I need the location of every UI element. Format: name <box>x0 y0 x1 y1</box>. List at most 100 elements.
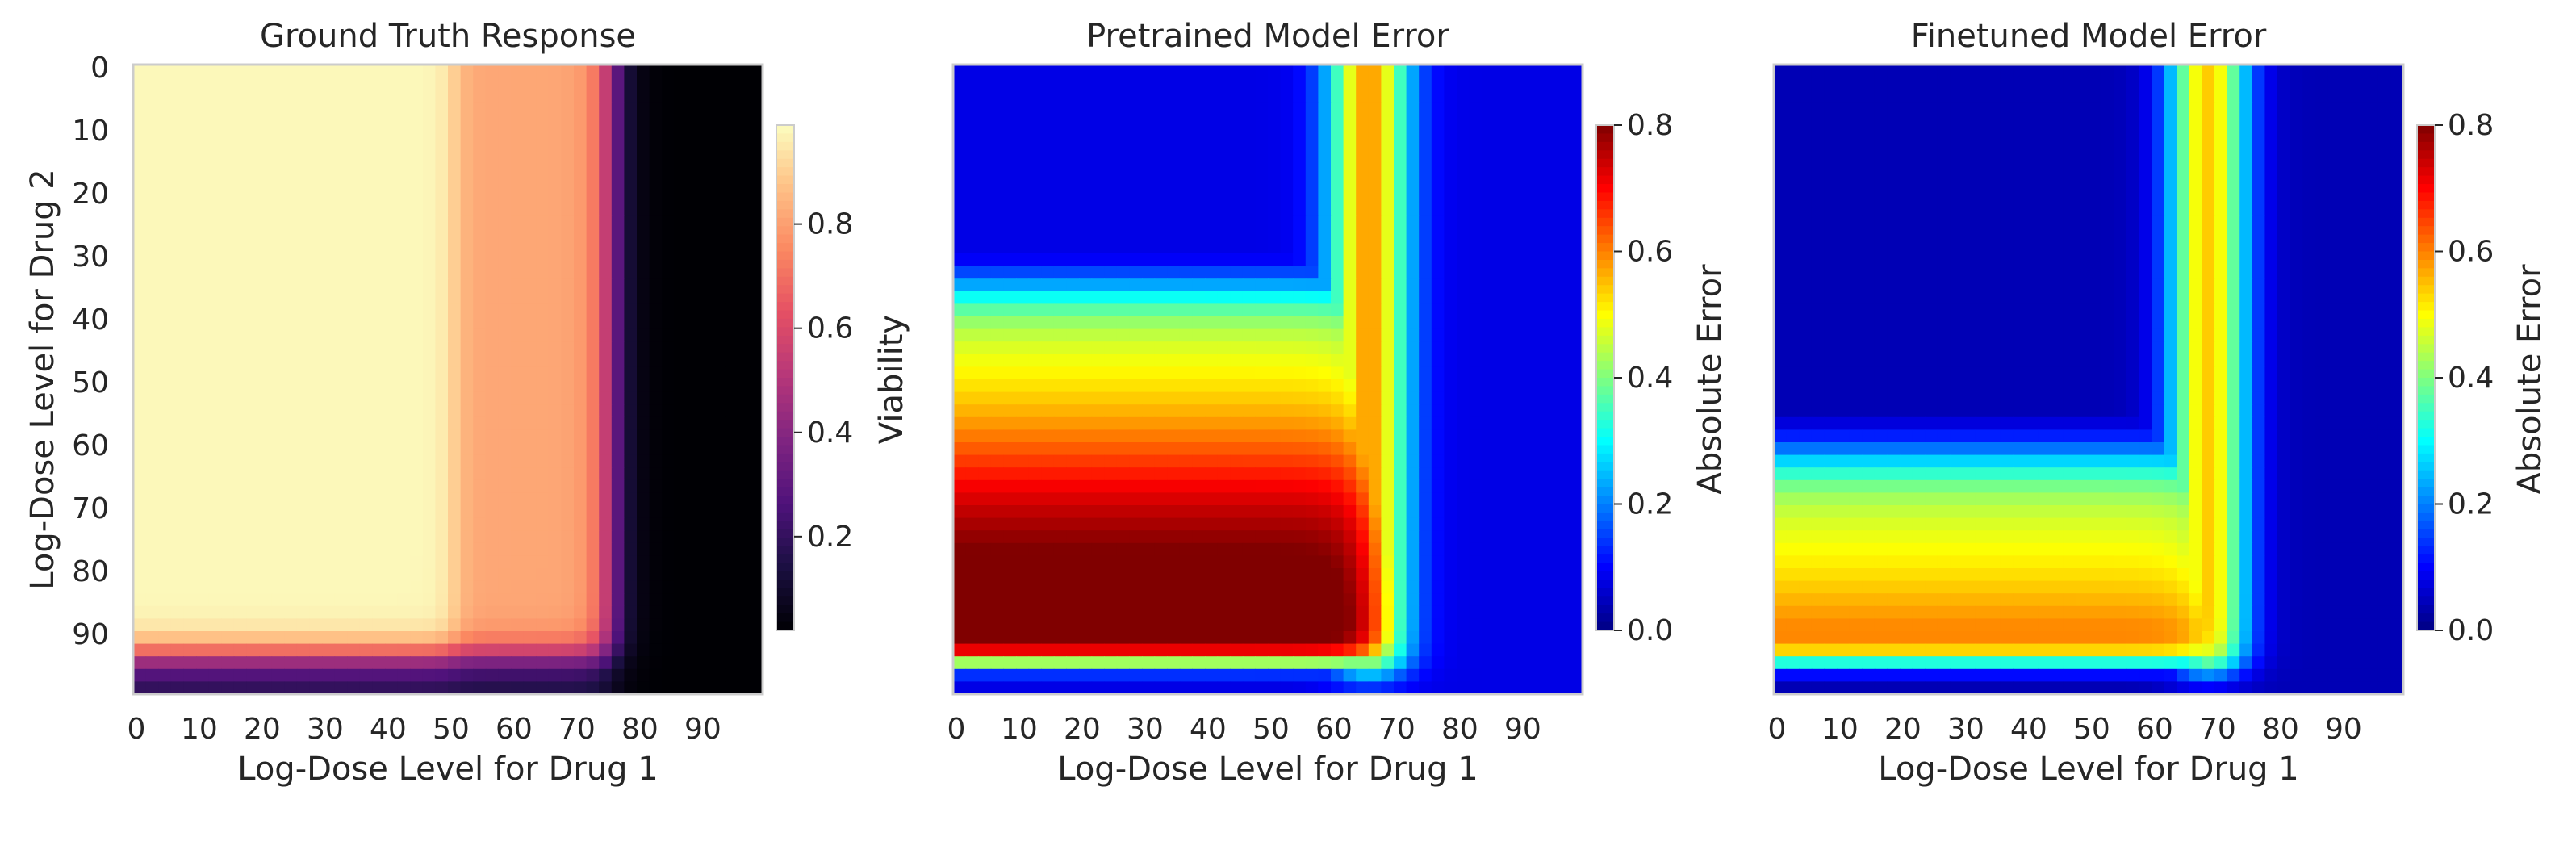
heatmap-cell <box>1469 631 1482 645</box>
heatmap-cell <box>410 291 424 304</box>
heatmap-cell <box>1331 65 1344 78</box>
heatmap-cell <box>435 404 449 418</box>
heatmap-cell <box>498 328 512 342</box>
heatmap-cell <box>271 178 285 191</box>
heatmap-cell <box>1167 643 1181 657</box>
heatmap-cell <box>624 530 638 544</box>
heatmap-cell <box>1457 580 1470 594</box>
heatmap-cell <box>1494 278 1508 292</box>
heatmap-cell <box>158 668 172 682</box>
heatmap-cell <box>536 203 550 216</box>
heatmap-cell <box>422 656 436 670</box>
heatmap-cell <box>1016 128 1030 141</box>
heatmap-cell <box>700 618 713 632</box>
heatmap-cell <box>1016 328 1030 342</box>
heatmap-cell <box>624 391 638 405</box>
heatmap-cell <box>649 354 663 367</box>
heatmap-cell <box>1318 379 1332 393</box>
heatmap-cell <box>1494 153 1508 166</box>
heatmap-cell <box>1482 416 1495 430</box>
heatmap-cell <box>611 593 625 607</box>
heatmap-cell <box>385 178 399 191</box>
heatmap-cell <box>965 656 979 670</box>
heatmap-cell <box>1305 77 1319 90</box>
heatmap-cell <box>1406 404 1420 418</box>
heatmap-cell <box>170 467 184 481</box>
heatmap-cell <box>246 216 260 229</box>
heatmap-cell <box>410 228 424 241</box>
heatmap-cell <box>1343 555 1357 569</box>
heatmap-cell <box>1217 165 1231 178</box>
heatmap-cell <box>1230 303 1244 317</box>
heatmap-cell <box>1368 429 1382 443</box>
heatmap-cell <box>1192 291 1206 304</box>
heatmap-cell <box>183 416 197 430</box>
heatmap-cell <box>1205 77 1219 90</box>
heatmap-cell <box>1469 555 1482 569</box>
heatmap-cell <box>1293 379 1307 393</box>
heatmap-cell <box>1444 178 1457 191</box>
panel-2-title: Pretrained Model Error <box>1086 18 1449 55</box>
heatmap-cell <box>965 102 979 115</box>
heatmap-cell <box>1079 165 1093 178</box>
heatmap-cell <box>448 505 462 519</box>
heatmap-cell <box>1331 416 1344 430</box>
heatmap-cell <box>1041 328 1055 342</box>
heatmap-cell <box>410 178 424 191</box>
heatmap-cell <box>208 555 222 569</box>
heatmap-cell <box>208 618 222 632</box>
heatmap-cell <box>1293 228 1307 241</box>
heatmap-cell <box>1305 153 1319 166</box>
heatmap-cell <box>953 505 967 519</box>
heatmap-cell <box>599 442 613 456</box>
heatmap-cell <box>978 517 992 531</box>
y-tick-label: 90 <box>72 618 109 651</box>
heatmap-cell <box>485 140 499 153</box>
heatmap-cell <box>460 391 474 405</box>
heatmap-cell <box>561 316 575 330</box>
heatmap-cell <box>1280 618 1294 632</box>
heatmap-cell <box>322 266 336 279</box>
heatmap-cell <box>1129 291 1143 304</box>
heatmap-cell <box>473 178 487 191</box>
heatmap-cell <box>208 643 222 657</box>
heatmap-cell <box>322 505 336 519</box>
heatmap-cell <box>1167 631 1181 645</box>
heatmap-cell <box>1318 618 1332 632</box>
heatmap-cell <box>1343 303 1357 317</box>
heatmap-cell <box>1305 442 1319 456</box>
heatmap-cell <box>196 102 210 115</box>
heatmap-cell <box>599 593 613 607</box>
heatmap-cell <box>1280 530 1294 544</box>
heatmap-cell <box>498 479 512 493</box>
heatmap-cell <box>1091 429 1105 443</box>
heatmap-cell <box>1167 580 1181 594</box>
heatmap-cell <box>359 266 373 279</box>
heatmap-cell <box>511 681 525 695</box>
heatmap-cell <box>385 416 399 430</box>
heatmap-cell <box>196 656 210 670</box>
heatmap-cell <box>422 165 436 178</box>
heatmap-cell <box>561 354 575 367</box>
heatmap-cell <box>1293 366 1307 380</box>
heatmap-cell <box>1368 115 1382 128</box>
heatmap-cell <box>561 681 575 695</box>
heatmap-cell <box>1305 228 1319 241</box>
heatmap-cell <box>296 467 310 481</box>
heatmap-cell <box>385 479 399 493</box>
heatmap-cell <box>737 216 751 229</box>
heatmap-cell <box>574 454 588 468</box>
heatmap-cell <box>498 429 512 443</box>
heatmap-cell <box>158 190 172 204</box>
heatmap-cell <box>221 467 235 481</box>
heatmap-cell <box>953 140 967 153</box>
heatmap-cell <box>347 341 361 355</box>
heatmap-cell <box>1116 467 1130 481</box>
heatmap-cell <box>511 316 525 330</box>
heatmap-cell <box>1331 278 1344 292</box>
heatmap-cell <box>712 555 726 569</box>
heatmap-cell <box>385 681 399 695</box>
heatmap-cell <box>1570 631 1583 645</box>
heatmap-cell <box>1016 203 1030 216</box>
heatmap-cell <box>1507 303 1520 317</box>
